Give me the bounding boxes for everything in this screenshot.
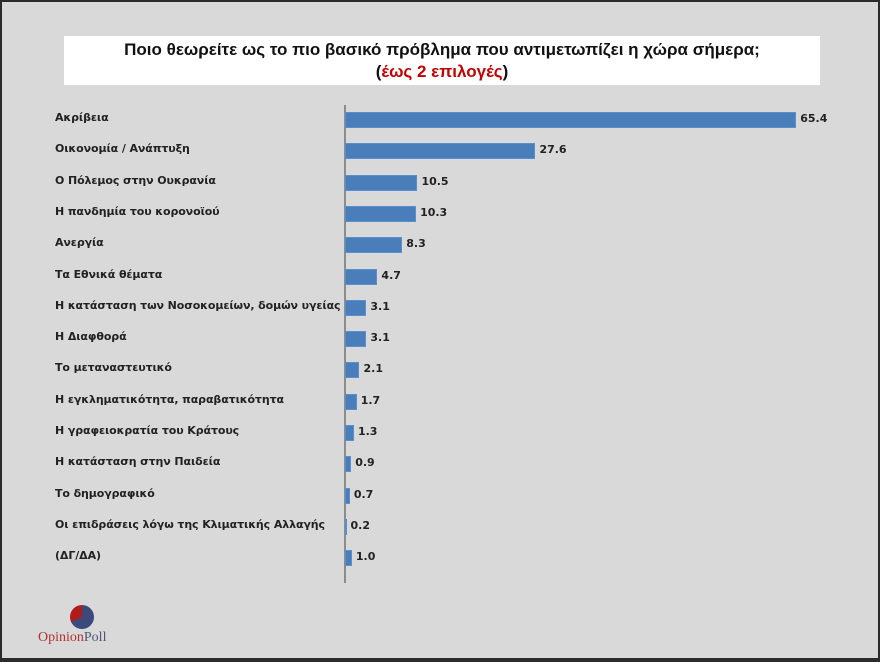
value-label: 27.6 (539, 143, 567, 157)
value-label: 0.7 (353, 487, 374, 501)
bar (345, 362, 360, 379)
opinionpoll-logo: OpinionPoll (38, 605, 128, 650)
category-label: Η γραφειοκρατία του Κράτους (55, 424, 240, 437)
chart-subtitle: (έως 2 επιλογές) (64, 61, 820, 83)
subtitle-paren-open: ( (375, 62, 382, 81)
bar-row: Το δημογραφικό 0.7 (2, 486, 878, 506)
value-label: 3.1 (370, 299, 390, 313)
bar (345, 143, 536, 160)
value-label: 10.5 (421, 174, 449, 188)
value-label: 2.1 (363, 362, 383, 376)
category-label: Τα Εθνικά θέματα (55, 267, 163, 281)
category-label: Ανεργία (55, 236, 104, 250)
bar-row: Ανεργία 8.3 (2, 235, 878, 255)
bar (345, 237, 403, 254)
value-label: 10.3 (420, 205, 448, 219)
logo-text-opinion: Opinion (38, 630, 84, 645)
bar (345, 550, 352, 567)
category-label: Οι επιδράσεις λόγω της Κλιματικής Αλλαγή… (55, 517, 325, 531)
chart-title: Ποιο θεωρείτε ως το πιο βασικό πρόβλημα … (124, 40, 760, 59)
value-label: 65.4 (800, 112, 828, 125)
category-label: Η κατάσταση στην Παιδεία (55, 455, 221, 469)
bar-row: (ΔΓ/ΔΑ) 1.0 (2, 548, 878, 568)
bar-row: Ο Πόλεμος στην Ουκρανία 10.5 (2, 173, 878, 193)
logo-text-poll: Poll (83, 630, 107, 645)
bar (345, 393, 357, 410)
bar-row: Η κατάσταση στην Παιδεία 0.9 (2, 454, 878, 474)
subtitle-red-text: έως 2 επιλογές (381, 62, 503, 81)
value-label: 8.3 (406, 237, 426, 251)
value-label: 1.3 (357, 425, 378, 438)
bar-row: Οικονομία / Ανάπτυξη 27.6 (2, 141, 878, 161)
category-label: (ΔΓ/ΔΑ) (55, 549, 101, 563)
category-label: Η κατάσταση των Νοσοκομείων, δομών υγεία… (55, 298, 341, 312)
value-label: 1.0 (355, 550, 376, 564)
pie-logo-icon (70, 605, 94, 629)
bar (345, 299, 367, 316)
value-label: 3.1 (370, 331, 390, 345)
bar-row: Ακρίβεια 65.4 (2, 110, 878, 130)
value-label: 4.7 (381, 268, 401, 282)
subtitle-paren-close: ) (502, 62, 509, 81)
value-label: 1.7 (360, 393, 381, 407)
bar (345, 425, 354, 441)
bar (345, 518, 347, 535)
category-label: Το μεταναστευτικό (55, 361, 172, 375)
category-label: Ο Πόλεμος στην Ουκρανία (55, 173, 216, 187)
category-label: Η εγκληματικότητα, παραβατικότητα (55, 392, 284, 406)
bar (345, 331, 367, 348)
logo-text: OpinionPoll (38, 630, 106, 646)
bar-row: Το μεταναστευτικό 2.1 (2, 360, 878, 380)
bar-row: Οι επιδράσεις λόγω της Κλιματικής Αλλαγή… (2, 517, 878, 537)
bar-row: Η κατάσταση των Νοσοκομείων, δομών υγεία… (2, 298, 878, 318)
bar-row: Η Διαφθορά 3.1 (2, 329, 878, 349)
category-label: Ακρίβεια (55, 111, 109, 124)
bar (345, 456, 352, 473)
value-label: 0.9 (355, 456, 375, 470)
bar-row: Η πανδημία του κορονοϊού 10.3 (2, 204, 878, 224)
category-label: Οικονομία / Ανάπτυξη (55, 142, 190, 156)
bar-row: Τα Εθνικά θέματα 4.7 (2, 267, 878, 287)
chart-title-box: Ποιο θεωρείτε ως το πιο βασικό πρόβλημα … (64, 36, 820, 85)
bar (345, 112, 797, 128)
value-label: 0.2 (350, 518, 371, 532)
bar (345, 487, 350, 504)
bar-row: Η εγκληματικότητα, παραβατικότητα 1.7 (2, 392, 878, 412)
bar (345, 174, 418, 191)
category-label: Το δημογραφικό (55, 486, 155, 500)
category-label: Η Διαφθορά (55, 330, 127, 344)
bar (345, 268, 378, 285)
bar-row: Η γραφειοκρατία του Κράτους 1.3 (2, 423, 878, 443)
bar (345, 205, 417, 222)
category-label: Η πανδημία του κορονοϊού (55, 204, 220, 218)
